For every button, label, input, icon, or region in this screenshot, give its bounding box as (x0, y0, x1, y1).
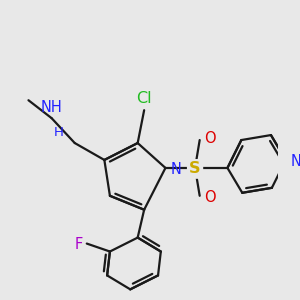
Text: S: S (189, 161, 201, 176)
Text: NH: NH (41, 100, 62, 115)
Text: Cl: Cl (136, 91, 152, 106)
Text: N: N (171, 162, 182, 177)
Text: H: H (53, 126, 63, 139)
Text: N: N (290, 154, 300, 169)
Text: O: O (204, 130, 216, 146)
Text: O: O (204, 190, 216, 205)
Text: F: F (75, 237, 83, 252)
